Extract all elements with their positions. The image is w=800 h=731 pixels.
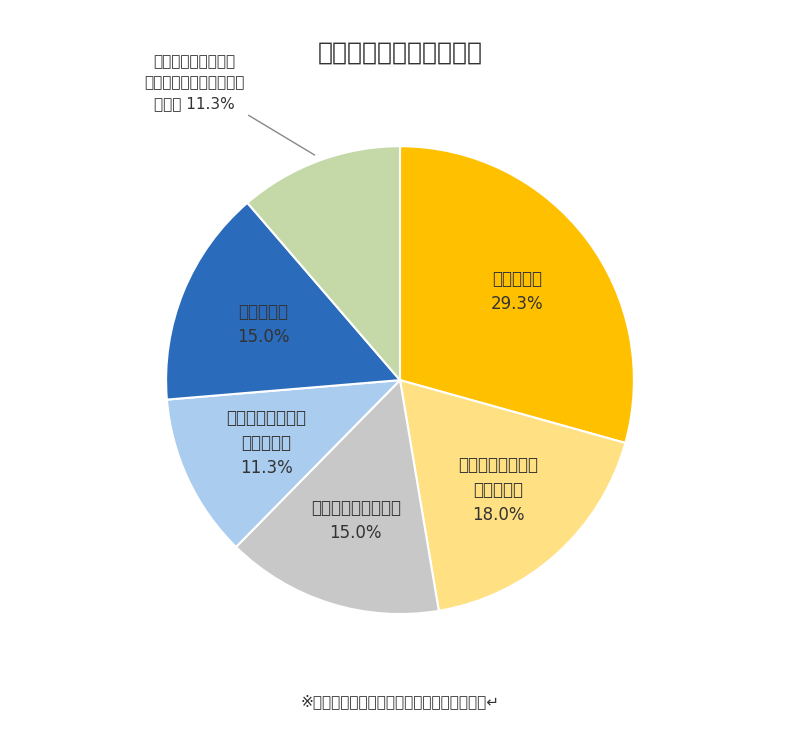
Text: 興味はない
15.0%: 興味はない 15.0% xyxy=(238,303,290,346)
Text: ※「テレワーク」の実施経験がある人が回答↵: ※「テレワーク」の実施経験がある人が回答↵ xyxy=(301,694,499,709)
Text: どちらとも言えない
15.0%: どちらとも言えない 15.0% xyxy=(310,499,401,542)
Text: どちらかと言えば
興味がある
18.0%: どちらかと言えば 興味がある 18.0% xyxy=(458,455,538,523)
Wedge shape xyxy=(247,146,400,380)
Wedge shape xyxy=(236,380,439,614)
Text: 自宅以外の場所での
テレワークは認められて
いない 11.3%: 自宅以外の場所での テレワークは認められて いない 11.3% xyxy=(144,54,314,155)
Wedge shape xyxy=(400,146,634,443)
Text: 興味がある
29.3%: 興味がある 29.3% xyxy=(491,270,544,313)
Title: ワーケーションについて: ワーケーションについて xyxy=(318,41,482,65)
Wedge shape xyxy=(166,202,400,400)
Wedge shape xyxy=(400,380,626,611)
Wedge shape xyxy=(167,380,400,547)
Text: どちらかと言えば
興味はない
11.3%: どちらかと言えば 興味はない 11.3% xyxy=(226,409,306,477)
